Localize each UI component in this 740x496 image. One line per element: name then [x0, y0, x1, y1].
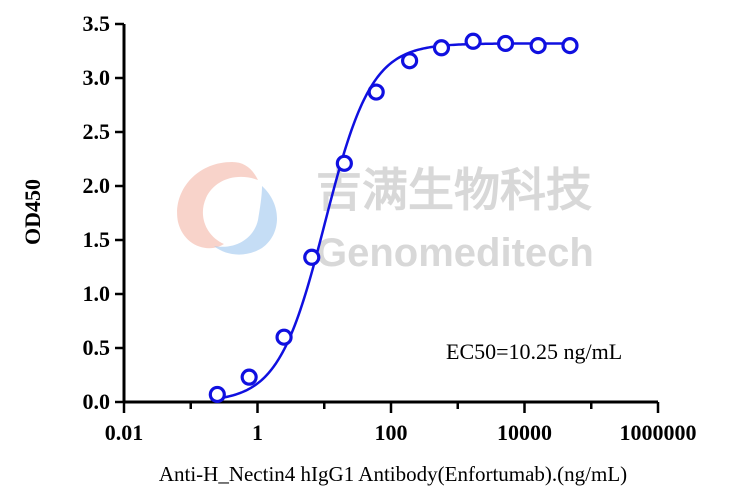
y-tick-label: 0.5	[83, 335, 111, 360]
watermark: 吉满生物科技 Genomeditech	[177, 162, 594, 275]
x-tick-label: 10000	[497, 420, 552, 445]
x-tick-label: 1	[252, 420, 263, 445]
data-point	[335, 154, 353, 172]
data-point	[401, 52, 419, 70]
watermark-logo-swoosh-icon	[214, 186, 277, 255]
y-tick-label: 2.0	[83, 173, 111, 198]
y-axis-title: OD450	[20, 179, 45, 245]
y-ticks: 0.0 0.5 1.0 1.5 2.0 2.5 3.0 3.5	[83, 11, 124, 414]
y-axis: 0.0 0.5 1.0 1.5 2.0 2.5 3.0 3.5	[83, 11, 126, 414]
x-axis: 0.01 1 100 10000 1000000	[105, 400, 697, 445]
y-tick-label: 2.5	[83, 119, 111, 144]
x-tick-label: 0.01	[105, 420, 144, 445]
x-axis-title: Anti-H_Nectin4 hIgG1 Antibody(Enfortumab…	[159, 462, 627, 486]
y-tick-label: 3.5	[83, 11, 111, 36]
data-point	[367, 83, 385, 101]
y-tick-label: 3.0	[83, 65, 111, 90]
y-tick-label: 0.0	[83, 389, 111, 414]
x-ticks: 0.01 1 100 10000 1000000	[105, 402, 697, 445]
y-tick-label: 1.5	[83, 227, 111, 252]
data-point	[561, 36, 579, 55]
watermark-english: Genomeditech	[316, 231, 594, 275]
ec50-annotation: EC50=10.25 ng/mL	[446, 339, 622, 364]
x-tick-label: 100	[375, 420, 408, 445]
data-point	[208, 385, 226, 404]
watermark-logo-icon	[177, 162, 258, 249]
data-points	[208, 32, 579, 404]
y-tick-label: 1.0	[83, 281, 111, 306]
data-point	[240, 368, 258, 386]
watermark-chinese: 吉满生物科技	[316, 163, 592, 217]
data-point	[496, 34, 515, 53]
x-tick-label: 1000000	[620, 420, 697, 445]
data-point	[529, 36, 547, 55]
data-point	[303, 248, 321, 266]
data-point	[275, 328, 293, 346]
data-point	[464, 32, 482, 50]
data-point	[432, 39, 451, 57]
